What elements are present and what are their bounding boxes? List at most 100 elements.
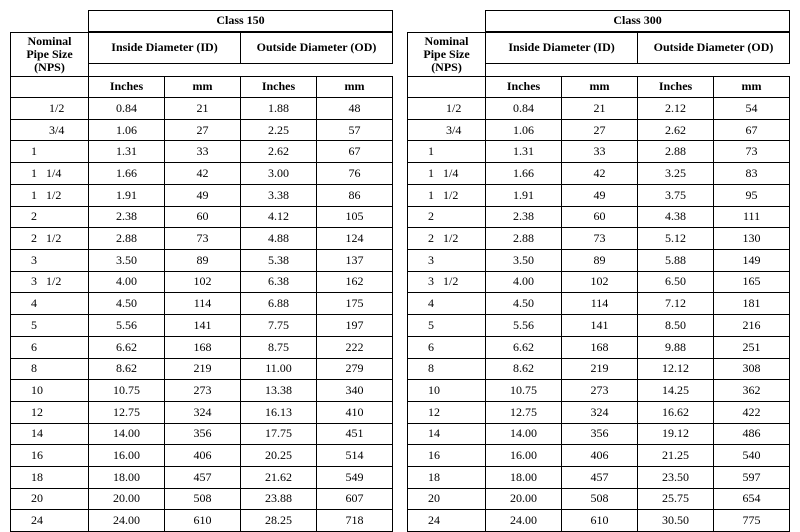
cell-od-in: 23.88	[241, 488, 317, 510]
cell-id-in: 5.56	[89, 315, 165, 337]
cell-od-in: 23.50	[638, 467, 714, 489]
cell-od-in: 16.13	[241, 401, 317, 423]
table-row: 1/20.84211.8848	[11, 98, 393, 120]
class-header: Class 150	[89, 11, 393, 33]
cell-id-in: 18.00	[486, 467, 562, 489]
cell-id-mm: 73	[562, 228, 638, 250]
cell-id-mm: 27	[165, 119, 241, 141]
cell-id-in: 1.31	[89, 141, 165, 163]
cell-id-mm: 356	[562, 423, 638, 445]
cell-od-mm: 514	[317, 445, 393, 467]
cell-od-in: 25.75	[638, 488, 714, 510]
cell-id-mm: 219	[562, 358, 638, 380]
cell-id-mm: 324	[165, 401, 241, 423]
cell-id-in: 0.84	[486, 98, 562, 120]
cell-od-mm: 775	[714, 510, 790, 532]
cell-id-mm: 273	[165, 380, 241, 402]
cell-od-mm: 76	[317, 163, 393, 185]
cell-id-mm: 273	[562, 380, 638, 402]
table-row: 88.6221912.12308	[408, 358, 790, 380]
cell-nps: 20	[11, 488, 89, 510]
cell-od-in: 2.62	[638, 119, 714, 141]
cell-id-mm: 168	[562, 336, 638, 358]
cell-od-mm: 73	[714, 141, 790, 163]
cell-od-in: 21.62	[241, 467, 317, 489]
table-row: 1212.7532416.13410	[11, 401, 393, 423]
table-row: 1414.0035619.12486	[408, 423, 790, 445]
table-row: 66.621688.75222	[11, 336, 393, 358]
cell-nps: 2 1/2	[11, 228, 89, 250]
cell-id-mm: 114	[165, 293, 241, 315]
cell-id-in: 2.88	[89, 228, 165, 250]
cell-od-mm: 251	[714, 336, 790, 358]
cell-nps: 16	[11, 445, 89, 467]
cell-id-in: 2.38	[486, 206, 562, 228]
cell-od-in: 13.38	[241, 380, 317, 402]
id-mm-header: mm	[165, 77, 241, 98]
cell-od-in: 12.12	[638, 358, 714, 380]
table-row: 2 1/22.88734.88124	[11, 228, 393, 250]
table-row: 1414.0035617.75451	[11, 423, 393, 445]
cell-nps: 1 1/2	[408, 184, 486, 206]
cell-od-in: 3.75	[638, 184, 714, 206]
cell-id-in: 1.66	[486, 163, 562, 185]
table-row: 1/20.84212.1254	[408, 98, 790, 120]
cell-nps: 1/2	[408, 98, 486, 120]
cell-nps: 5	[11, 315, 89, 337]
cell-od-mm: 222	[317, 336, 393, 358]
cell-id-mm: 73	[165, 228, 241, 250]
pipe-table-class300: Class 300 Nominal Pipe Size (NPS) Inside…	[407, 10, 790, 532]
cell-id-mm: 21	[165, 98, 241, 120]
cell-id-in: 24.00	[486, 510, 562, 532]
cell-nps: 2 1/2	[408, 228, 486, 250]
cell-id-mm: 457	[165, 467, 241, 489]
cell-od-mm: 197	[317, 315, 393, 337]
cell-nps: 1	[11, 141, 89, 163]
id-mm-header: mm	[562, 77, 638, 98]
cell-id-mm: 60	[165, 206, 241, 228]
cell-id-in: 16.00	[89, 445, 165, 467]
cell-nps: 3 1/2	[11, 271, 89, 293]
table-row: 1010.7527313.38340	[11, 380, 393, 402]
table-row: 1212.7532416.62422	[408, 401, 790, 423]
cell-id-in: 8.62	[486, 358, 562, 380]
cell-od-in: 4.12	[241, 206, 317, 228]
cell-od-mm: 607	[317, 488, 393, 510]
table-row: 1616.0040620.25514	[11, 445, 393, 467]
table-row: 1 1/41.66423.2583	[408, 163, 790, 185]
cell-nps: 1/2	[11, 98, 89, 120]
cell-id-in: 20.00	[89, 488, 165, 510]
cell-nps: 8	[408, 358, 486, 380]
cell-od-in: 21.25	[638, 445, 714, 467]
cell-nps: 16	[408, 445, 486, 467]
cell-id-in: 4.50	[486, 293, 562, 315]
class-header: Class 300	[486, 11, 790, 33]
cell-id-in: 20.00	[486, 488, 562, 510]
cell-id-mm: 168	[165, 336, 241, 358]
blank-under-nps	[408, 77, 486, 98]
cell-od-in: 17.75	[241, 423, 317, 445]
table-row: 1818.0045721.62549	[11, 467, 393, 489]
cell-id-in: 12.75	[89, 401, 165, 423]
cell-od-in: 9.88	[638, 336, 714, 358]
cell-od-mm: 111	[714, 206, 790, 228]
table-row: 55.561418.50216	[408, 315, 790, 337]
cell-od-in: 8.50	[638, 315, 714, 337]
cell-id-mm: 60	[562, 206, 638, 228]
cell-id-in: 6.62	[486, 336, 562, 358]
table-row: 22.38604.12105	[11, 206, 393, 228]
cell-id-in: 2.88	[486, 228, 562, 250]
cell-id-in: 4.00	[89, 271, 165, 293]
table-row: 11.31332.8873	[408, 141, 790, 163]
cell-od-in: 2.88	[638, 141, 714, 163]
cell-od-in: 2.25	[241, 119, 317, 141]
cell-id-mm: 89	[562, 249, 638, 271]
cell-od-in: 2.62	[241, 141, 317, 163]
cell-od-in: 11.00	[241, 358, 317, 380]
cell-od-mm: 451	[317, 423, 393, 445]
cell-nps: 24	[408, 510, 486, 532]
table-row: 3/41.06272.2557	[11, 119, 393, 141]
tables-wrap: Class 150 Nominal Pipe Size (NPS) Inside…	[10, 10, 790, 518]
id-header: Inside Diameter (ID)	[486, 32, 638, 63]
cell-nps: 3/4	[11, 119, 89, 141]
